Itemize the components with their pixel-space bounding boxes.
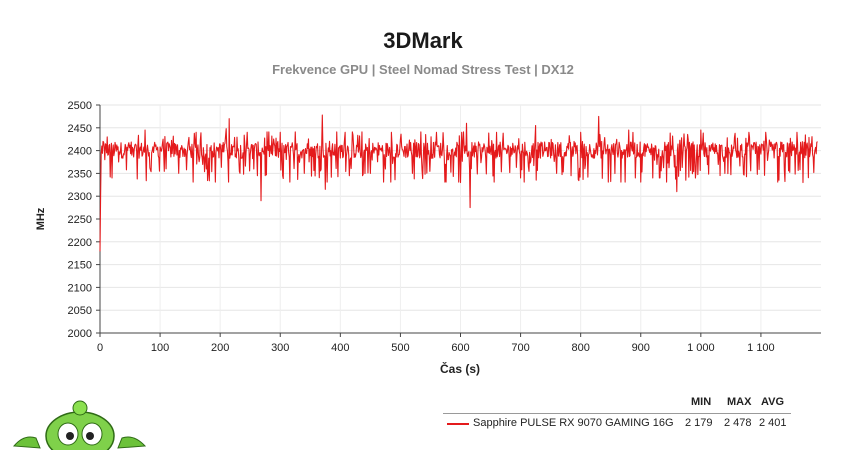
x-tick-label: 1 000 [687,342,715,354]
y-tick-label: 2250 [68,214,92,226]
x-tick-label: 600 [451,342,469,354]
x-tick-label: 500 [391,342,409,354]
grid-layer [100,104,821,334]
legend-min-value: 2 179 [685,417,713,429]
y-tick-label: 2000 [68,328,92,340]
y-tick-label: 2350 [68,168,92,180]
legend-swatch [447,423,469,425]
series-line [99,114,818,252]
series-layer [99,114,818,252]
y-tick-label: 2450 [68,123,92,135]
x-tick-label: 400 [331,342,349,354]
legend-avg-value: 2 401 [759,417,787,429]
legend-divider [443,413,791,414]
y-tick-label: 2150 [68,260,92,272]
legend-header-min: MIN [691,396,712,408]
axis-layer: 2000205021002150220022502300235024002450… [68,100,821,354]
x-tick-label: 300 [271,342,289,354]
x-tick-label: 100 [151,342,169,354]
legend-header-max: MAX [727,396,752,408]
y-tick-label: 2500 [68,100,92,112]
chart-subtitle: Frekvence GPU | Steel Nomad Stress Test … [272,62,574,77]
x-tick-label: 900 [632,342,650,354]
x-tick-label: 0 [97,342,103,354]
y-tick-label: 2200 [68,237,92,249]
legend-series-name: Sapphire PULSE RX 9070 GAMING 16G [473,417,674,429]
x-tick-label: 700 [511,342,529,354]
x-axis-label: Čas (s) [440,361,480,376]
legend-header-avg: AVG [761,396,785,408]
legend-max-value: 2 478 [724,417,752,429]
y-tick-label: 2300 [68,191,92,203]
y-tick-label: 2400 [68,146,92,158]
x-tick-label: 1 100 [747,342,775,354]
y-tick-label: 2050 [68,305,92,317]
chart-title: 3DMark [383,28,463,53]
y-tick-label: 2100 [68,282,92,294]
y-axis-label: MHz [35,207,47,230]
x-tick-label: 800 [571,342,589,354]
green-alien-mascot-icon [12,400,147,450]
x-tick-label: 200 [211,342,229,354]
